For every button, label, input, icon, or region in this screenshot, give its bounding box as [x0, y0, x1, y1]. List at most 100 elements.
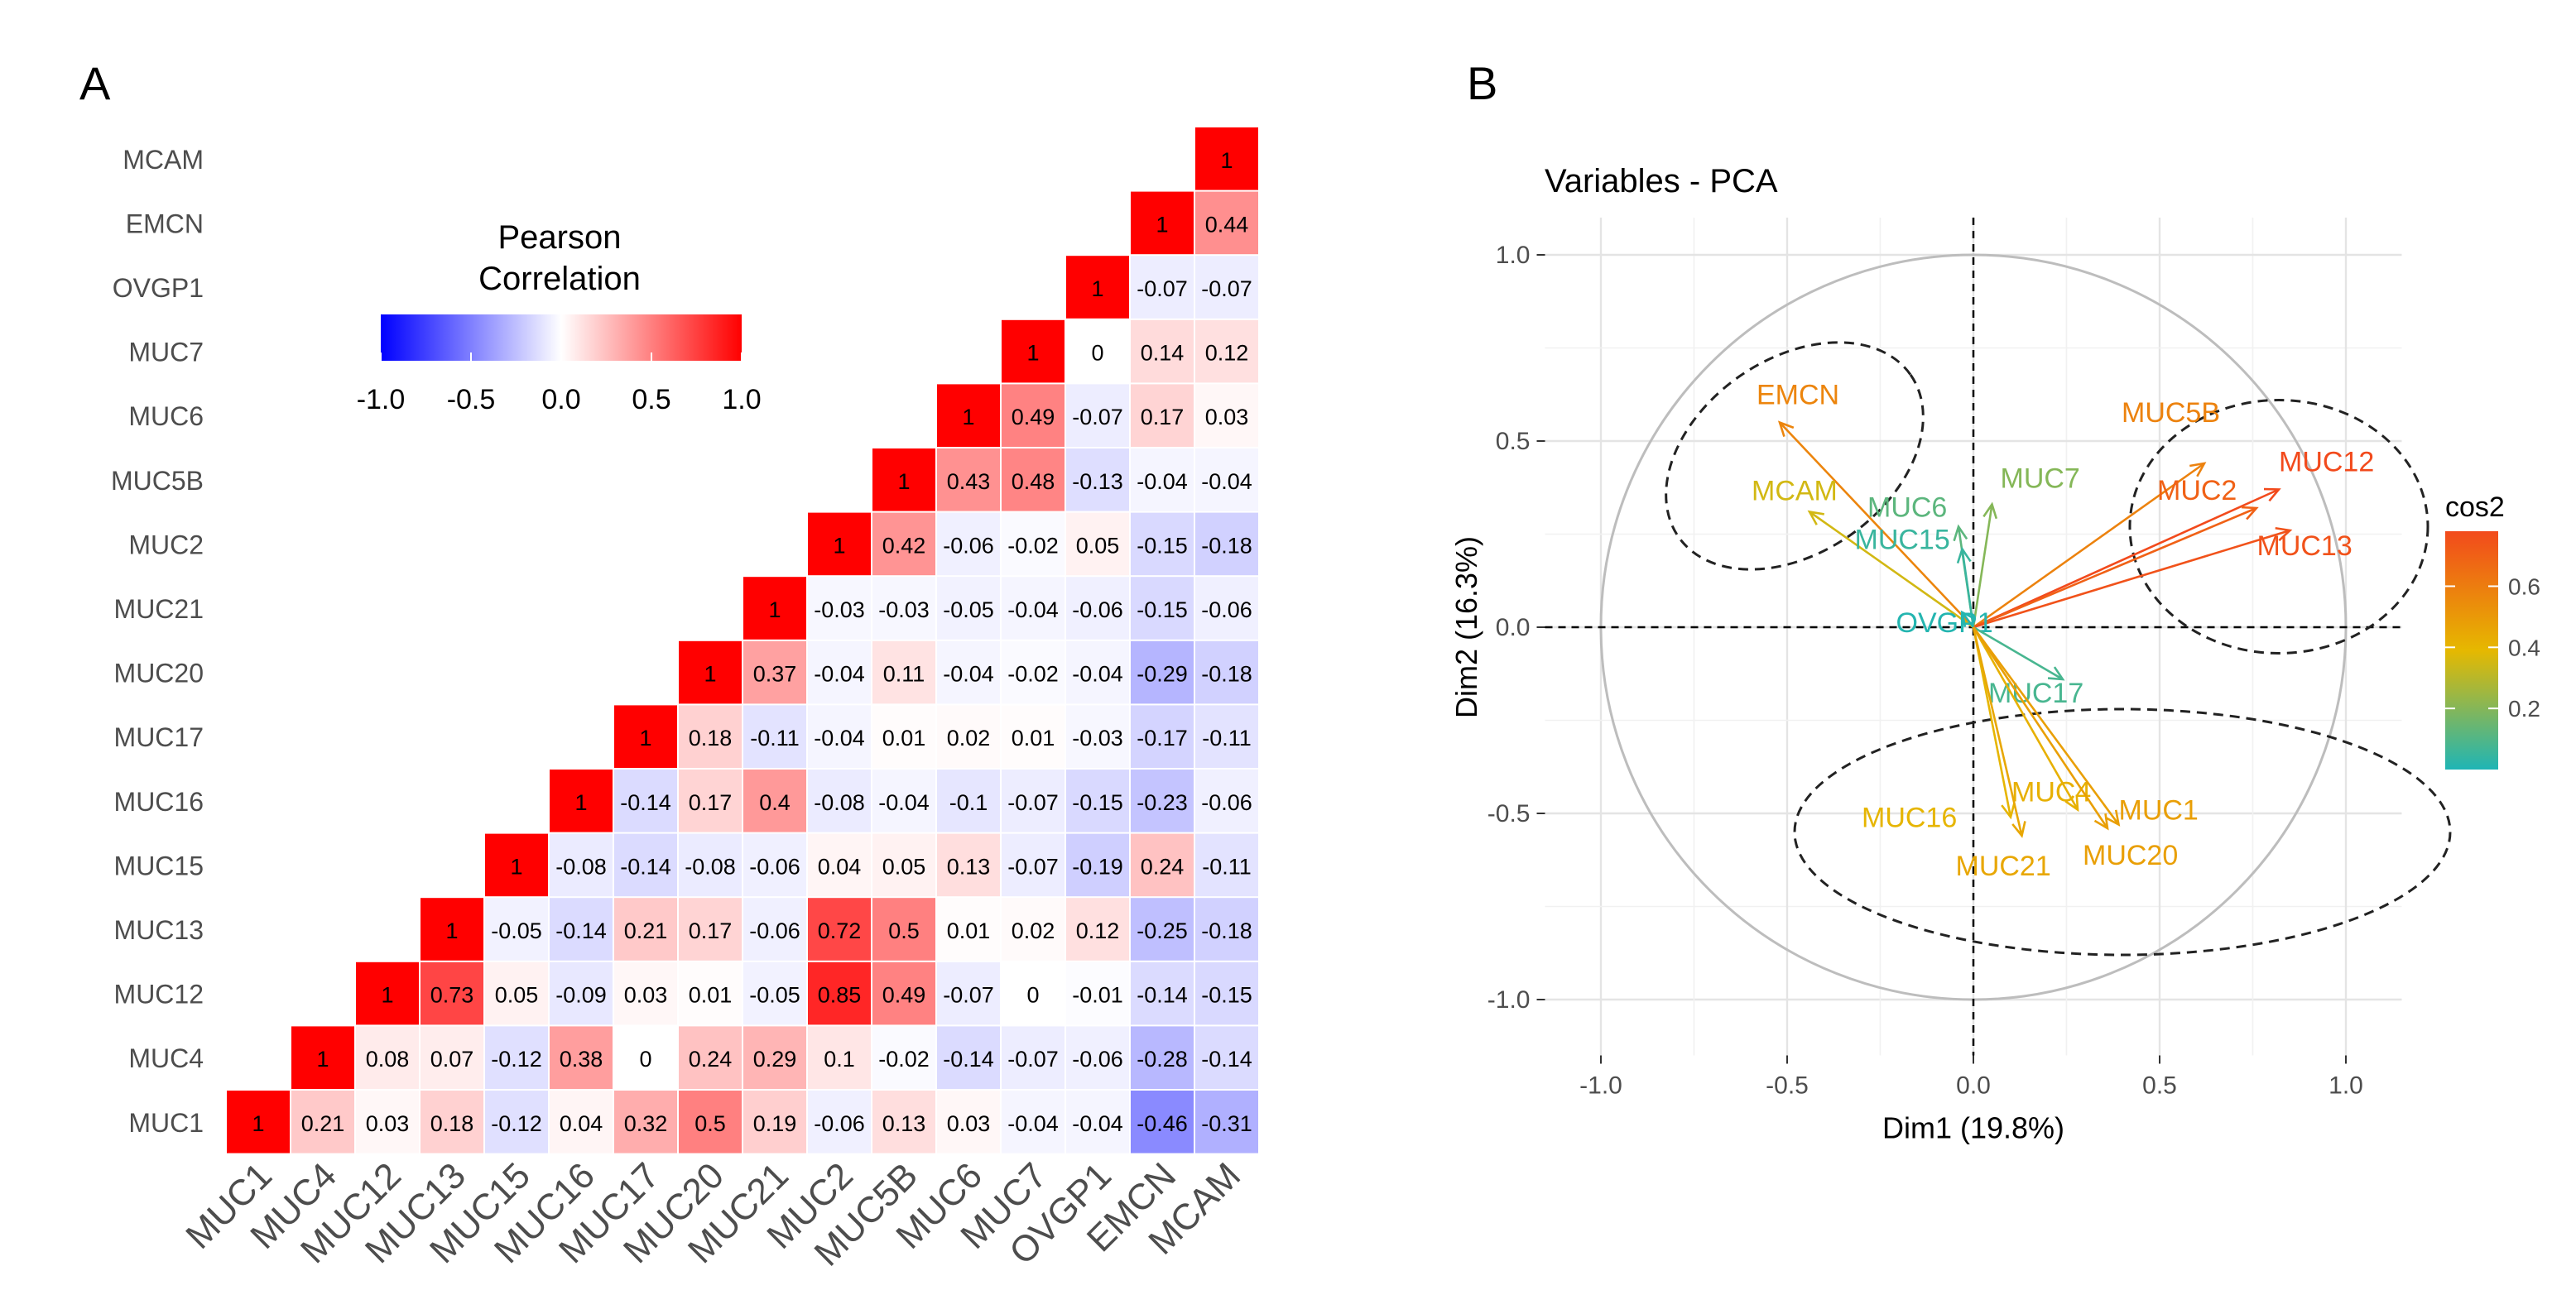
- cell-value-label: 1: [962, 405, 974, 429]
- cell-mcam-muc7: [1195, 319, 1258, 383]
- cell-value-label: 0.05: [1076, 533, 1120, 558]
- cell-ovgp1-muc20: [1066, 640, 1129, 704]
- legend-tick-label: 1.0: [722, 384, 761, 415]
- arrow-muc13: MUC13: [1973, 526, 2353, 629]
- cell-value-label: -0.07: [1201, 276, 1252, 301]
- arrow-head-mcam: [1807, 510, 1824, 525]
- cell-muc17-muc12: [614, 962, 677, 1025]
- cell-value-label: -0.04: [943, 662, 994, 687]
- cell-mcam-emcn: [1195, 191, 1258, 255]
- arrow-shaft-muc1: [1972, 626, 2120, 826]
- cell-muc12-muc4: [356, 1026, 419, 1089]
- arrow-head-muc2: [2241, 506, 2259, 520]
- cell-value-label: -0.11: [1202, 854, 1252, 879]
- arrow-label-mcam: MCAM: [1752, 476, 1838, 507]
- row-label-muc7: MUC7: [128, 338, 204, 367]
- cell-muc7-muc7: [1002, 319, 1065, 383]
- cell-value-label: 0.18: [689, 726, 733, 751]
- cell-muc7-muc1: [1002, 1091, 1065, 1153]
- cell-muc12-muc1: [356, 1091, 419, 1153]
- x-tick-label: 0.5: [2142, 1072, 2177, 1100]
- cell-value-label: 0.13: [882, 1111, 926, 1136]
- cell-value-label: 0.02: [947, 726, 991, 751]
- row-label-muc17: MUC17: [114, 722, 204, 752]
- x-tick-label: -1.0: [1579, 1072, 1622, 1100]
- cell-value-label: 0.49: [882, 983, 926, 1008]
- cell-value-label: 0.4: [759, 790, 791, 815]
- y-tick-label: 0.5: [1496, 428, 1531, 455]
- cell-value-label: 0.03: [366, 1111, 410, 1136]
- cell-value-label: 0.01: [1012, 726, 1055, 751]
- cell-value-label: -0.04: [1007, 1111, 1059, 1136]
- cell-emcn-muc7: [1131, 319, 1194, 383]
- arrow-muc2: MUC2: [1973, 475, 2259, 629]
- cell-value-label: -0.46: [1137, 1111, 1188, 1136]
- x-tick-label: 1.0: [2328, 1072, 2363, 1100]
- cell-value-label: 0.07: [430, 1047, 474, 1072]
- cell-value-label: -0.15: [1072, 790, 1123, 815]
- cluster-ellipse-2: [2128, 399, 2429, 655]
- cell-value-label: -0.04: [1137, 469, 1188, 494]
- cell-mcam-mcam: [1195, 127, 1258, 190]
- cell-mcam-muc21: [1195, 577, 1258, 640]
- cell-value-label: -0.06: [1072, 1047, 1123, 1072]
- legend-title-line2: Correlation: [478, 261, 641, 297]
- cell-muc6-muc16: [937, 770, 1000, 832]
- cell-muc21-muc20: [743, 640, 806, 704]
- cell-value-label: 0.01: [947, 918, 991, 943]
- cell-value-label: -0.01: [1072, 983, 1123, 1008]
- cell-ovgp1-muc12: [1066, 962, 1129, 1025]
- legend-tick-label: 0.5: [632, 384, 670, 415]
- cell-value-label: 1: [574, 790, 587, 815]
- cell-value-label: -0.05: [943, 597, 994, 622]
- cell-muc17-muc17: [614, 705, 677, 768]
- cell-value-label: 1: [768, 597, 781, 622]
- cell-muc15-muc4: [485, 1026, 548, 1089]
- row-label-muc6: MUC6: [128, 401, 204, 431]
- arrow-shaft-muc2: [1973, 506, 2257, 629]
- cell-muc6-muc20: [937, 640, 1000, 704]
- cell-value-label: 1: [316, 1047, 329, 1072]
- arrow-head-ovgp1: [1960, 610, 1977, 627]
- y-tick-label: 0.0: [1496, 614, 1531, 641]
- cell-muc20-muc15: [679, 833, 742, 897]
- cell-value-label: -0.06: [749, 918, 800, 943]
- cell-value-label: -0.02: [1007, 533, 1059, 558]
- cell-value-label: 1: [1156, 212, 1168, 237]
- cell-value-label: -0.23: [1137, 790, 1188, 815]
- arrow-shaft-muc17: [1973, 626, 2064, 681]
- cell-muc16-muc15: [550, 833, 613, 897]
- arrow-head-muc20: [2093, 813, 2109, 831]
- cell-muc2-muc21: [808, 577, 871, 640]
- cell-muc7-muc16: [1002, 770, 1065, 832]
- cell-value-label: 0.73: [430, 983, 474, 1008]
- cell-emcn-muc5b: [1131, 448, 1194, 511]
- cell-value-label: -0.25: [1137, 918, 1188, 943]
- cell-value-label: -0.03: [1072, 726, 1123, 751]
- cell-value-label: 0.24: [1141, 854, 1185, 879]
- y-tick-label: 1.0: [1496, 242, 1531, 269]
- cell-value-label: -0.02: [1007, 662, 1059, 687]
- panel-label-a: A: [79, 57, 111, 109]
- cell-value-label: -0.28: [1137, 1047, 1188, 1072]
- row-label-muc5b: MUC5B: [111, 466, 204, 496]
- cell-mcam-ovgp1: [1195, 256, 1258, 319]
- cell-muc2-muc2: [808, 512, 871, 576]
- legend-tick-label: -0.5: [447, 384, 496, 415]
- row-label-muc13: MUC13: [114, 915, 204, 945]
- cell-muc6-muc17: [937, 705, 1000, 768]
- arrow-muc6: MUC6: [1867, 492, 1975, 628]
- cell-value-label: 1: [445, 918, 458, 943]
- cell-muc21-muc17: [743, 705, 806, 768]
- cell-muc13-muc13: [421, 898, 483, 961]
- cell-muc2-muc1: [808, 1091, 871, 1153]
- cell-ovgp1-muc21: [1066, 577, 1129, 640]
- cell-emcn-ovgp1: [1131, 256, 1194, 319]
- cell-value-label: 0: [639, 1047, 651, 1072]
- cell-muc20-muc1: [679, 1091, 742, 1153]
- cell-mcam-muc15: [1195, 833, 1258, 897]
- cell-emcn-muc20: [1131, 640, 1194, 704]
- cell-value-label: 0.37: [753, 662, 797, 687]
- cell-ovgp1-muc2: [1066, 512, 1129, 576]
- cell-value-label: 0.13: [947, 854, 991, 879]
